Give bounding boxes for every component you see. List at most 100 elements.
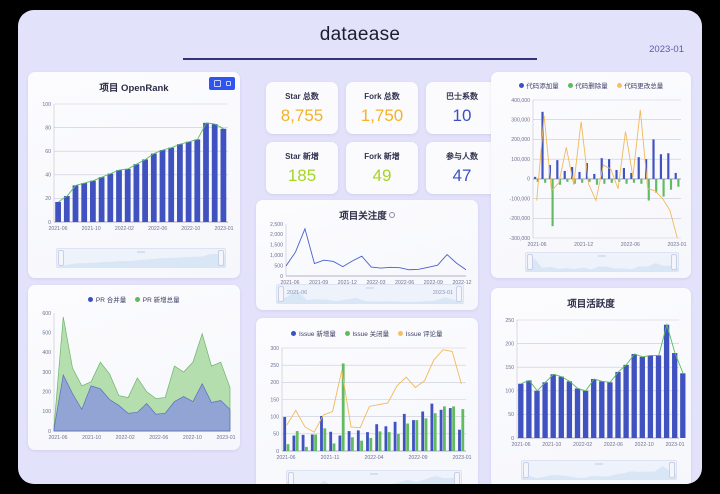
slider-end-label: 2023-01 xyxy=(432,290,453,296)
kpi-label: Fork 总数 xyxy=(364,91,400,101)
svg-text:100: 100 xyxy=(42,102,51,108)
svg-text:500: 500 xyxy=(42,330,51,336)
svg-text:400: 400 xyxy=(42,350,51,356)
slider-handle-right[interactable] xyxy=(454,472,460,484)
svg-text:-100,000: -100,000 xyxy=(510,196,531,202)
openrank-zoom-slider[interactable] xyxy=(56,248,226,268)
svg-text:0: 0 xyxy=(511,436,514,442)
legend-item[interactable]: 代码更改总量 xyxy=(616,80,663,90)
svg-text:100: 100 xyxy=(42,409,51,415)
kpi-participants[interactable]: 参与人数 47 xyxy=(426,142,498,194)
legend-item[interactable]: Issue 评论量 xyxy=(398,328,443,338)
svg-text:2022-06: 2022-06 xyxy=(621,242,640,248)
legend-label: Issue 新增量 xyxy=(298,331,336,338)
card-issues[interactable]: Issue 新增量 Issue 关闭量 Issue 评论量 0 50 100 150 2… xyxy=(256,318,478,484)
slider-grip xyxy=(370,473,378,475)
legend-label: 代码添加量 xyxy=(526,83,559,90)
legend-item[interactable]: 代码添加量 xyxy=(518,80,559,90)
svg-text:2022-03: 2022-03 xyxy=(366,280,385,286)
slider-handle-right[interactable] xyxy=(671,254,677,270)
kpi-label: Fork 新增 xyxy=(364,151,400,161)
svg-text:0: 0 xyxy=(276,449,279,455)
svg-text:2021-06: 2021-06 xyxy=(511,442,530,448)
legend-label: 代码删除量 xyxy=(575,83,608,90)
expand-icon xyxy=(225,81,231,86)
svg-text:2022-02: 2022-02 xyxy=(573,442,592,448)
svg-text:2023-01: 2023-01 xyxy=(667,242,686,248)
svg-text:2021-10: 2021-10 xyxy=(82,435,101,441)
attention-zoom-slider[interactable]: 2021-06 2023-01 xyxy=(276,284,464,304)
slider-handle-right[interactable] xyxy=(669,462,675,478)
svg-text:0: 0 xyxy=(48,220,51,226)
svg-text:400,000: 400,000 xyxy=(511,98,530,104)
card-pull-requests[interactable]: PR 合并量 PR 新增总量 0 100 200 300 400 500 600 2021-0… xyxy=(28,285,240,450)
svg-text:2022-10: 2022-10 xyxy=(181,226,200,232)
filter-icon xyxy=(213,80,221,87)
kpi-value: 49 xyxy=(372,165,392,185)
kpi-value: 47 xyxy=(452,165,472,185)
kpi-label: Star 总数 xyxy=(285,91,319,101)
slider-handle-right[interactable] xyxy=(456,286,462,302)
svg-text:250: 250 xyxy=(505,318,514,324)
slider-handle-left[interactable] xyxy=(523,462,529,478)
card-openrank-title: 项目 OpenRank xyxy=(99,83,169,94)
slider-handle-left[interactable] xyxy=(58,250,64,266)
kpi-value: 185 xyxy=(287,165,317,185)
info-icon[interactable] xyxy=(388,212,395,218)
svg-text:2021-09: 2021-09 xyxy=(309,280,328,286)
kpi-star-total[interactable]: Star 总数 8,755 xyxy=(266,82,338,134)
legend-item[interactable]: Issue 新增量 xyxy=(291,328,336,338)
pr-chart: 0 100 200 300 400 500 600 2021-06 2021-10 2022-02… xyxy=(42,311,235,441)
card-attention-title: 项目关注度 xyxy=(256,208,478,222)
svg-text:100,000: 100,000 xyxy=(511,157,530,163)
card-openrank-badge[interactable] xyxy=(209,77,235,90)
card-openrank[interactable]: 项目 OpenRank 0 20 40 60 80 100 2021-06 2021-10 20… xyxy=(28,72,240,278)
svg-text:2021-12: 2021-12 xyxy=(574,242,593,248)
slider-handle-left[interactable] xyxy=(527,254,533,270)
svg-text:200: 200 xyxy=(42,389,51,395)
svg-text:300: 300 xyxy=(270,346,279,352)
svg-text:2023-01: 2023-01 xyxy=(214,226,233,232)
slider-handle-left[interactable] xyxy=(288,472,294,484)
openrank-chart: 0 20 40 60 80 100 2021-06 2021-10 2022-02 2022-06… xyxy=(42,102,233,232)
svg-text:2022-09: 2022-09 xyxy=(408,455,427,461)
card-attention[interactable]: 项目关注度 0 500 1,000 1,500 2,000 2,500 2021-06 202… xyxy=(256,200,478,310)
svg-text:0: 0 xyxy=(280,274,283,280)
kpi-star-new[interactable]: Star 新增 185 xyxy=(266,142,338,194)
legend-label: PR 合并量 xyxy=(95,297,127,304)
svg-text:-300,000: -300,000 xyxy=(510,236,531,242)
card-activity[interactable]: 项目活跃度 0 50 100 150 200 250 2021-06 2021-10 2022-… xyxy=(491,288,691,484)
slider-grip xyxy=(598,255,606,257)
slider-handle-right[interactable] xyxy=(218,250,224,266)
svg-text:40: 40 xyxy=(45,173,51,179)
card-code-changes[interactable]: 代码添加量 代码删除量 代码更改总量 -300,000 -200,000 -100,… xyxy=(491,72,691,278)
kpi-fork-new[interactable]: Fork 新增 49 xyxy=(346,142,418,194)
legend-item[interactable]: PR 新增总量 xyxy=(135,294,180,304)
svg-text:100: 100 xyxy=(270,414,279,420)
svg-text:200: 200 xyxy=(505,341,514,347)
kpi-value: 8,755 xyxy=(280,105,324,125)
kpi-fork-total[interactable]: Fork 总数 1,750 xyxy=(346,82,418,134)
svg-text:2022-06: 2022-06 xyxy=(604,442,623,448)
kpi-bus-factor[interactable]: 巴士系数 10 xyxy=(426,82,498,134)
svg-text:300: 300 xyxy=(42,370,51,376)
legend-label: Issue 关闭量 xyxy=(352,331,390,338)
svg-text:2021-10: 2021-10 xyxy=(82,226,101,232)
issue-chart: 0 50 100 150 200 250 300 2021-06 2021-11 2022-04 2… xyxy=(270,346,471,461)
svg-text:2022-09: 2022-09 xyxy=(424,280,443,286)
svg-text:2023-01: 2023-01 xyxy=(216,435,235,441)
legend-item[interactable]: 代码删除量 xyxy=(567,80,608,90)
legend-item[interactable]: Issue 关闭量 xyxy=(344,328,390,338)
code-zoom-slider[interactable] xyxy=(525,252,679,272)
svg-text:300,000: 300,000 xyxy=(511,118,530,124)
page-title: dataease xyxy=(319,24,401,45)
svg-text:0: 0 xyxy=(527,177,530,183)
slider-grip xyxy=(137,251,145,253)
activity-zoom-slider[interactable] xyxy=(521,460,677,480)
slider-grip xyxy=(595,463,603,465)
attention-chart: 0 500 1,000 1,500 2,000 2,500 2021-06 2021-09 20… xyxy=(270,222,472,286)
slider-handle-left[interactable] xyxy=(278,286,284,302)
issue-zoom-slider[interactable] xyxy=(286,470,462,484)
slider-grip xyxy=(366,287,374,289)
legend-item[interactable]: PR 合并量 xyxy=(88,294,126,304)
